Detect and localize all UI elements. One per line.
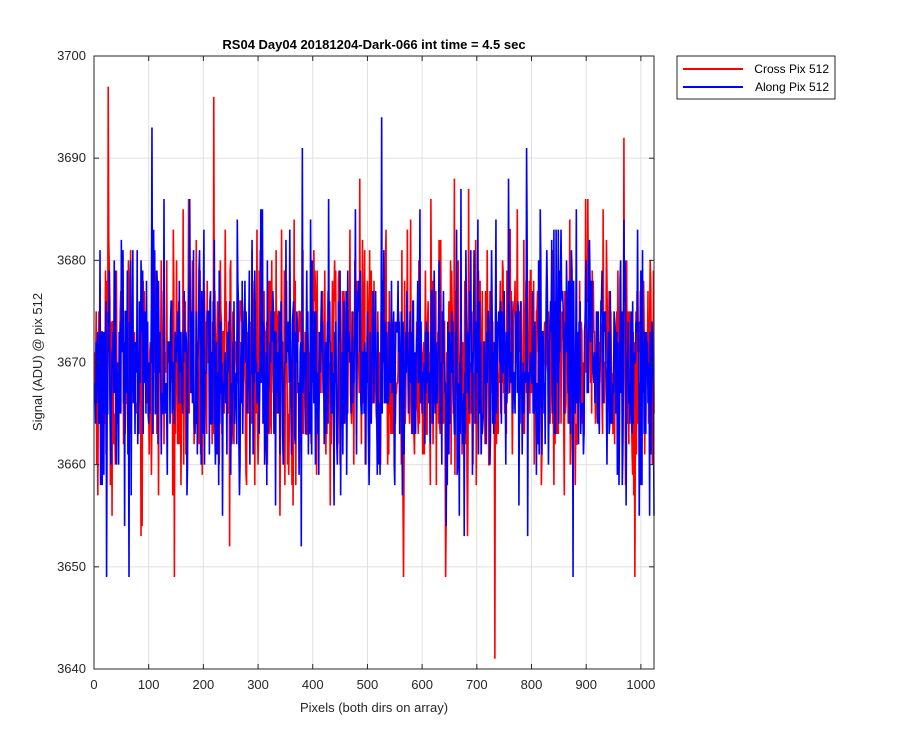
plot-axes: 0 100 200 300 400 500 600 700 800 900 1000 3640 3650…: [57, 48, 655, 692]
legend: Cross Pix 512 Along Pix 512: [676, 55, 836, 100]
y-axis-label: Signal (ADU) @ pix 512: [30, 293, 45, 431]
x-tick-label: 400: [302, 677, 324, 692]
legend-box: [676, 55, 836, 100]
y-tick-label: 3690: [57, 150, 86, 165]
legend-label-along: Along Pix 512: [755, 80, 829, 94]
x-tick-label: 1000: [626, 677, 655, 692]
x-tick-label: 300: [247, 677, 269, 692]
y-tick-label: 3680: [57, 252, 86, 267]
x-axis-label: Pixels (both dirs on array): [300, 700, 448, 715]
x-tick-label: 200: [193, 677, 215, 692]
x-tick-label: 600: [411, 677, 433, 692]
series-line-along-pix-512: [93, 117, 655, 578]
x-tick-label: 800: [521, 677, 543, 692]
y-tick-label: 3640: [57, 661, 86, 676]
x-tick-label: 100: [138, 677, 160, 692]
x-tick-label: 500: [357, 677, 379, 692]
y-tick-label: 3700: [57, 48, 86, 63]
axis-ticks: 0 100 200 300 400 500 600 700 800 900 1000 3640 3650…: [57, 48, 655, 692]
y-tick-label: 3650: [57, 559, 86, 574]
x-tick-label: 0: [90, 677, 97, 692]
y-tick-label: 3660: [57, 457, 86, 472]
chart-title: RS04 Day04 20181204-Dark-066 int time = …: [222, 37, 525, 52]
y-tick-label: 3670: [57, 355, 86, 370]
legend-label-cross: Cross Pix 512: [754, 62, 829, 76]
series-layer: [93, 86, 655, 659]
x-tick-label: 700: [466, 677, 488, 692]
x-tick-label: 900: [575, 677, 597, 692]
